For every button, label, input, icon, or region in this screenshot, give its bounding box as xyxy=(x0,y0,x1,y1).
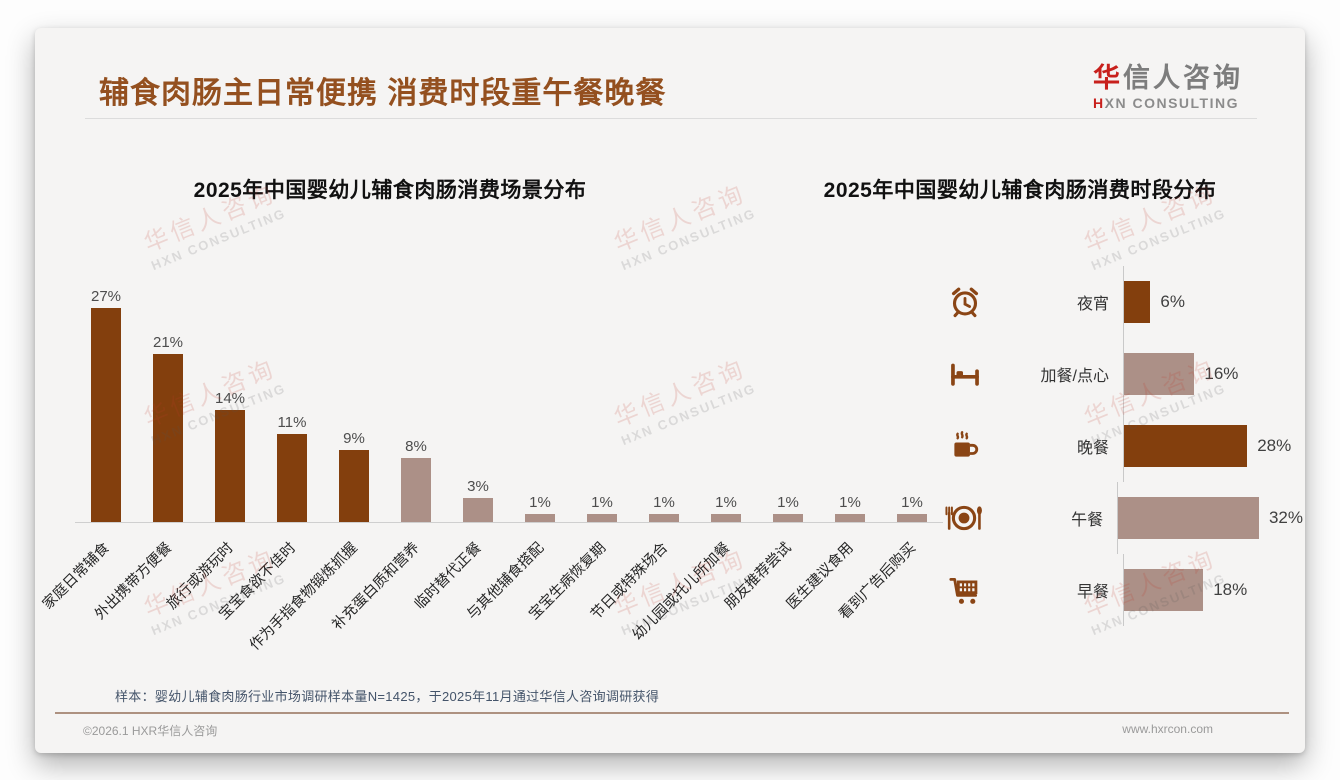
time-bar xyxy=(1118,497,1259,539)
scene-bar xyxy=(277,434,307,522)
scene-bar-column: 14% xyxy=(199,288,261,522)
scene-bar-value: 21% xyxy=(152,334,184,351)
footer-divider xyxy=(55,712,1289,714)
slide-card: 辅食肉肠主日常便携 消费时段重午餐晚餐 华信人咨询 HXN CONSULTING… xyxy=(35,28,1305,753)
scene-bar xyxy=(91,308,121,522)
scene-bar-column: 9% xyxy=(323,288,385,522)
time-bar-row: 加餐/点心 16% xyxy=(933,338,1303,410)
scene-bar xyxy=(463,498,493,522)
scene-bar-value: 8% xyxy=(405,438,427,455)
scene-bar xyxy=(339,450,369,522)
scene-bar xyxy=(401,458,431,522)
plate-cutlery-icon xyxy=(933,501,995,535)
scene-bar-value: 27% xyxy=(90,288,122,305)
scene-bar-column: 21% xyxy=(137,288,199,522)
logo-english-name: HXN CONSULTING xyxy=(1093,95,1243,111)
time-bar-row: 晚餐 28% xyxy=(933,410,1303,482)
scene-bar-column: 1% xyxy=(633,288,695,522)
logo-cn-rest: 信人咨询 xyxy=(1123,63,1243,93)
company-logo: 华信人咨询 HXN CONSULTING xyxy=(1093,56,1243,111)
footer-website: www.hxrcon.com xyxy=(1122,722,1213,736)
time-bar-chart: 夜宵 6% 加餐/点心 16% 晚餐 28% 午餐 32% 早餐 18% xyxy=(933,266,1303,626)
time-bar-row: 夜宵 6% xyxy=(933,266,1303,338)
scene-bar-value: 1% xyxy=(839,494,861,511)
time-category-label: 午餐 xyxy=(1071,512,1104,529)
scene-bar xyxy=(835,514,865,522)
time-bar xyxy=(1124,281,1151,323)
time-bar-track: 18% xyxy=(1123,554,1303,626)
scene-axis-labels: 家庭日常辅食 外出携带方便餐 旅行或游玩时 宝宝食欲不佳时 作为手指食物锻炼抓握 补充蛋白… xyxy=(40,524,943,674)
alarm-clock-icon xyxy=(933,285,997,319)
scene-bar-value: 1% xyxy=(777,494,799,511)
time-bar-row: 早餐 18% xyxy=(933,554,1303,626)
scene-bar-value: 3% xyxy=(467,478,489,495)
scene-bar-column: 1% xyxy=(757,288,819,522)
time-category-label: 夜宵 xyxy=(1076,296,1109,313)
time-bar-track: 16% xyxy=(1123,338,1303,410)
scene-bar-column: 1% xyxy=(571,288,633,522)
scene-bar xyxy=(711,514,741,522)
time-bar-value: 28% xyxy=(1257,436,1292,455)
logo-en-accent: H xyxy=(1093,95,1105,111)
scene-bar-column: 1% xyxy=(881,288,943,522)
scene-bar xyxy=(525,514,555,522)
time-bar xyxy=(1124,353,1195,395)
logo-cn-accent: 华 xyxy=(1093,63,1123,93)
time-bar-track: 32% xyxy=(1117,482,1303,554)
scene-bar-value: 9% xyxy=(343,430,365,447)
scene-bar-chart: 27% 21% 14% 11% 9% 8% 3% 1% 1% 1% 1% 1% 1% 1% xyxy=(75,288,943,523)
time-bar-value: 32% xyxy=(1268,508,1303,527)
scene-bar-value: 1% xyxy=(901,494,923,511)
sample-footnote: 样本：婴幼儿辅食肉肠行业市场调研样本量N=1425，于2025年11月通过华信人… xyxy=(115,689,660,704)
time-bar-row: 午餐 32% xyxy=(933,482,1303,554)
time-category-label: 早餐 xyxy=(1076,584,1109,601)
scene-bar xyxy=(649,514,679,522)
scene-bar-column: 27% xyxy=(75,288,137,522)
logo-chinese-name: 华信人咨询 xyxy=(1093,56,1243,95)
page-title: 辅食肉肠主日常便携 消费时段重午餐晚餐 xyxy=(99,77,667,110)
time-bar-value: 6% xyxy=(1160,292,1185,311)
scene-bar-column: 8% xyxy=(385,288,447,522)
time-bar-track: 6% xyxy=(1123,266,1303,338)
left-chart-title: 2025年中国婴幼儿辅食肉肠消费场景分布 xyxy=(193,179,587,202)
scene-bar-column: 1% xyxy=(509,288,571,522)
scene-bar-value: 1% xyxy=(653,494,675,511)
time-bar-track: 28% xyxy=(1123,410,1303,482)
time-bar xyxy=(1124,569,1204,611)
scene-bar-value: 11% xyxy=(277,414,307,431)
scene-bar xyxy=(897,514,927,522)
right-chart-title: 2025年中国婴幼儿辅食肉肠消费时段分布 xyxy=(823,179,1217,202)
time-bar-value: 18% xyxy=(1213,580,1248,599)
scene-bar-value: 1% xyxy=(591,494,613,511)
scene-bar xyxy=(773,514,803,522)
scene-bar-column: 1% xyxy=(819,288,881,522)
shopping-cart-icon xyxy=(933,573,997,607)
scene-bar-value: 1% xyxy=(715,494,737,511)
scene-bar xyxy=(153,354,183,522)
scene-bar-column: 11% xyxy=(261,288,323,522)
time-category-label: 加餐/点心 xyxy=(1040,368,1109,385)
scene-bar-column: 3% xyxy=(447,288,509,522)
time-category-label: 晚餐 xyxy=(1076,440,1109,457)
scene-bar-value: 1% xyxy=(529,494,551,511)
scene-bar xyxy=(215,410,245,522)
scene-bar-column: 1% xyxy=(695,288,757,522)
header-divider xyxy=(85,118,1257,119)
footer-copyright: ©2026.1 HXR华信人咨询 xyxy=(83,724,218,738)
time-bar-value: 16% xyxy=(1204,364,1239,383)
scene-bar-value: 14% xyxy=(214,390,246,407)
logo-en-rest: XN CONSULTING xyxy=(1104,95,1239,111)
scene-bar xyxy=(587,514,617,522)
coffee-cup-icon xyxy=(933,429,997,463)
bed-icon xyxy=(933,357,997,391)
time-bar xyxy=(1124,425,1248,467)
